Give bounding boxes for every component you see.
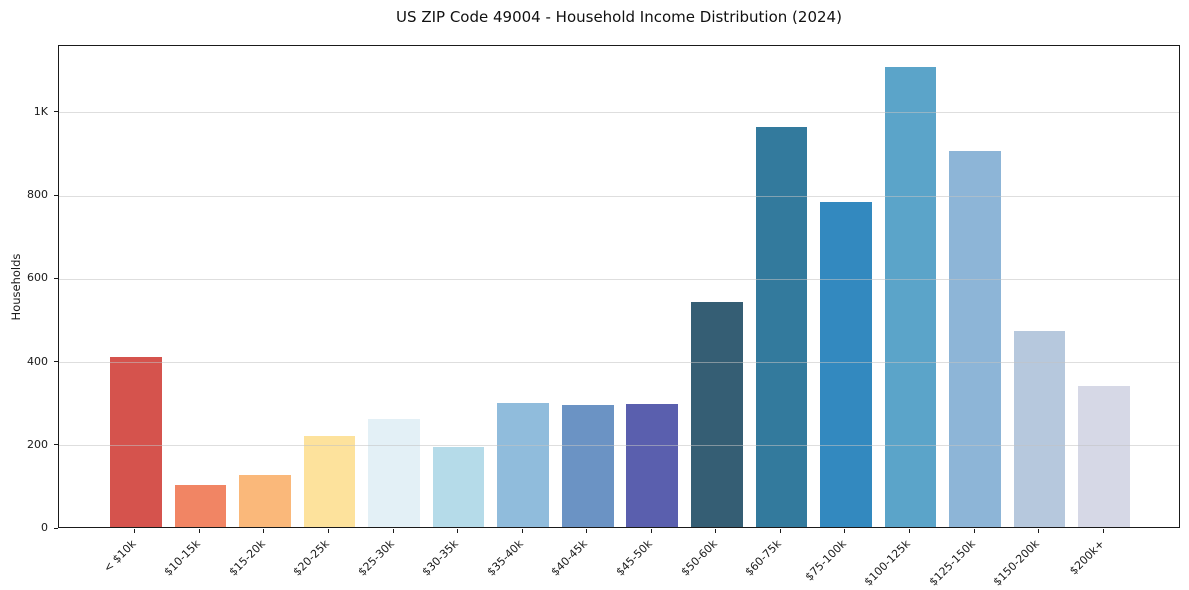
bar [1013,331,1066,527]
x-tick-mark [715,529,717,533]
bar [303,436,356,527]
x-tick-label: $20-25k [290,537,332,579]
bar [174,484,227,527]
bar [368,419,420,527]
x-tick-label: $60-75k [742,537,784,579]
y-tick-mark [54,361,58,363]
bar [949,150,1001,527]
gridline [59,362,1179,364]
x-tick-label: $75-100k [802,537,849,584]
x-tick-mark [457,529,459,533]
x-tick-label: $50-60k [678,537,720,579]
gridline [59,445,1179,447]
x-tick-label: $100-125k [861,537,914,589]
plot-area [58,45,1180,528]
bar [110,357,162,527]
y-tick-mark [54,194,58,196]
x-tick-label: $200k+ [1066,537,1107,578]
x-tick-mark [327,529,329,533]
y-tick-label: 400 [27,354,48,368]
x-tick-label: $15-20k [226,537,268,579]
x-tick-label: $30-35k [419,537,462,579]
x-tick-mark [1038,529,1040,533]
bar [432,446,485,527]
y-tick-mark [54,444,58,446]
y-tick-mark [54,111,58,113]
x-tick-label: < $10k [100,537,139,575]
bar [884,66,937,527]
bar [755,127,808,527]
bar [691,301,743,527]
y-tick-mark [54,527,58,529]
x-tick-mark [521,529,523,533]
x-tick-mark [973,529,975,533]
bar [561,405,614,527]
x-tick-label: $150-200k [990,537,1043,589]
x-tick-mark [909,529,910,533]
x-tick-mark [198,529,200,533]
x-tick-mark [263,529,265,533]
y-tick-label: 800 [27,188,48,202]
gridline [59,112,1179,114]
y-tick-label: 1K [33,104,48,118]
x-tick-mark [586,529,588,533]
gridline [59,195,1179,197]
x-tick-mark [134,529,136,533]
bar [820,202,872,527]
x-tick-mark [779,529,781,533]
y-axis-label: Households [9,253,23,321]
y-tick-label: 0 [41,521,48,534]
y-tick-label: 600 [27,271,48,285]
x-tick-label: $125-150k [926,537,978,589]
x-tick-label: $40-45k [548,537,591,579]
y-tick-mark [54,277,58,279]
bar [497,403,549,527]
bar [626,403,679,527]
bar [239,475,291,527]
x-tick-mark [650,529,652,533]
x-tick-mark [392,529,394,533]
x-tick-label: $10-15k [161,537,203,579]
gridline [59,278,1179,280]
bar [1078,386,1130,527]
x-tick-label: $45-50k [613,537,655,579]
y-tick-label: 200 [27,437,48,451]
x-tick-mark [844,529,846,533]
x-tick-label: $25-30k [355,537,397,579]
x-tick-mark [1102,529,1104,533]
chart-title: US ZIP Code 49004 - Household Income Dis… [396,8,842,26]
x-tick-label: $35-40k [484,537,526,579]
